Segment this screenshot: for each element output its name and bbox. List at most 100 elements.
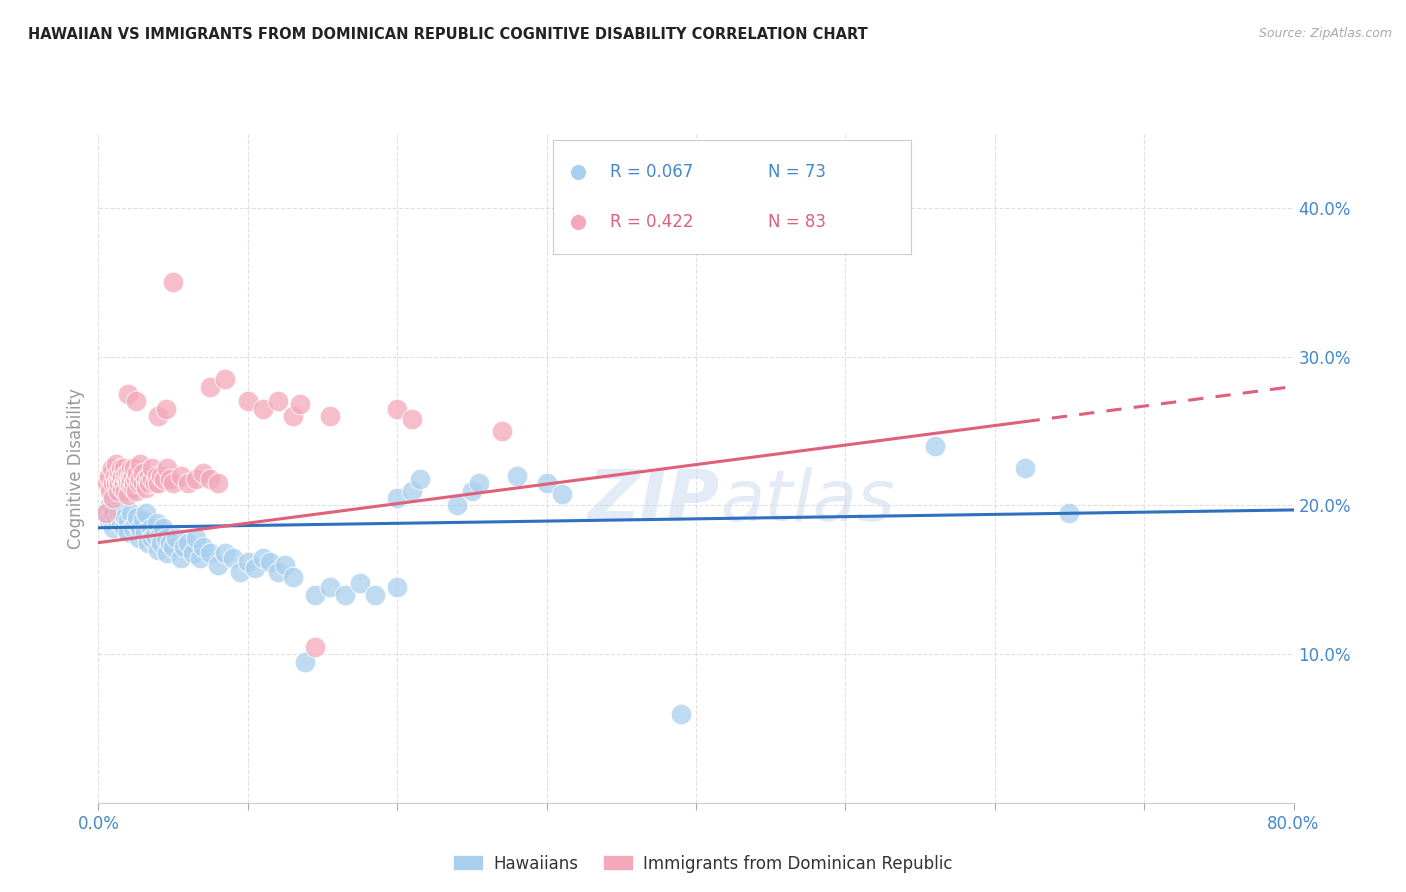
Point	[304, 640, 326, 654]
Point	[132, 466, 155, 480]
Point	[117, 387, 139, 401]
Point	[104, 468, 127, 483]
Point	[138, 476, 160, 491]
Point	[184, 531, 207, 545]
Point	[121, 468, 143, 483]
Point	[1014, 461, 1036, 475]
Point	[461, 483, 484, 498]
Text: Source: ZipAtlas.com: Source: ZipAtlas.com	[1258, 27, 1392, 40]
Point	[124, 461, 146, 475]
Point	[103, 506, 125, 520]
Point	[128, 531, 150, 545]
Point	[110, 516, 132, 531]
Point	[150, 468, 173, 483]
Point	[162, 276, 184, 290]
Point	[214, 546, 236, 560]
Point	[103, 521, 125, 535]
Point	[117, 488, 139, 502]
Point	[191, 466, 214, 480]
Point	[155, 401, 177, 416]
Point	[121, 521, 143, 535]
Point	[117, 513, 139, 527]
Point	[245, 561, 267, 575]
Point	[281, 409, 304, 424]
Point	[468, 476, 491, 491]
Legend: Hawaiians, Immigrants from Dominican Republic: Hawaiians, Immigrants from Dominican Rep…	[447, 848, 959, 880]
Point	[148, 409, 170, 424]
Point	[120, 461, 142, 475]
Point	[364, 588, 387, 602]
Point	[229, 566, 252, 580]
Point	[108, 476, 131, 491]
Point	[135, 472, 157, 486]
Point	[149, 528, 172, 542]
Point	[385, 491, 409, 505]
Point	[491, 424, 513, 438]
Point	[139, 521, 162, 535]
Y-axis label: Cognitive Disability: Cognitive Disability	[66, 388, 84, 549]
Point	[111, 468, 134, 483]
Point	[125, 394, 148, 409]
Point	[506, 468, 529, 483]
Point	[385, 401, 409, 416]
Point	[924, 439, 946, 453]
Point	[294, 655, 316, 669]
Point	[191, 540, 214, 554]
Point	[281, 570, 304, 584]
Point	[105, 513, 128, 527]
Point	[153, 472, 176, 486]
Point	[107, 472, 129, 486]
Point	[112, 476, 135, 491]
Point	[173, 540, 195, 554]
Point	[94, 506, 117, 520]
Point	[156, 461, 179, 475]
Point	[143, 528, 166, 542]
Point	[117, 476, 139, 491]
Point	[110, 472, 132, 486]
Point	[120, 472, 142, 486]
Point	[152, 521, 174, 535]
Point	[112, 521, 135, 535]
Point	[108, 466, 131, 480]
Point	[159, 535, 181, 549]
Point	[103, 491, 125, 505]
Point	[114, 468, 136, 483]
Point	[274, 558, 297, 572]
Point	[150, 535, 173, 549]
Point	[138, 468, 160, 483]
Point	[259, 555, 281, 569]
Point	[169, 550, 191, 565]
Point	[121, 481, 143, 495]
Point	[200, 546, 222, 560]
Point	[156, 546, 179, 560]
Point	[114, 510, 136, 524]
Point	[177, 476, 200, 491]
Text: ZIP: ZIP	[588, 467, 720, 536]
Point	[236, 555, 259, 569]
Point	[114, 483, 136, 498]
Point	[148, 476, 170, 491]
Point	[134, 525, 156, 540]
Point	[101, 461, 124, 475]
Point	[132, 476, 155, 491]
Point	[108, 506, 131, 520]
Point	[118, 468, 141, 483]
Point	[125, 516, 148, 531]
Point	[129, 472, 152, 486]
Point	[145, 516, 167, 531]
Point	[110, 461, 132, 475]
Point	[333, 588, 356, 602]
Point	[129, 457, 152, 471]
Point	[129, 521, 152, 535]
Point	[207, 558, 229, 572]
Point	[319, 580, 342, 594]
Point	[98, 483, 122, 498]
Point	[222, 550, 245, 565]
Point	[117, 466, 139, 480]
Point	[200, 472, 222, 486]
Point	[117, 525, 139, 540]
Point	[181, 546, 204, 560]
Point	[446, 499, 468, 513]
Point	[96, 476, 118, 491]
Point	[1059, 506, 1081, 520]
